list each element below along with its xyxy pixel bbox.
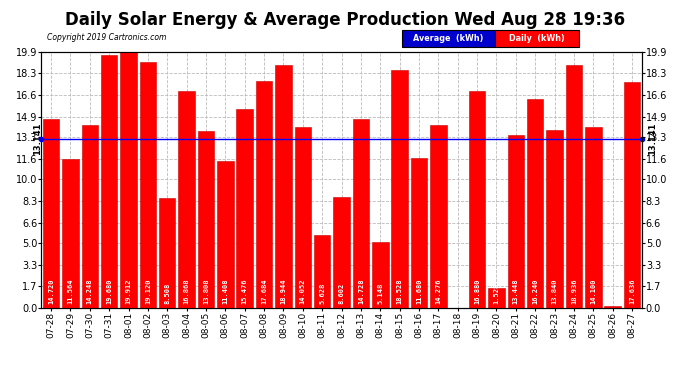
Bar [139, 63, 156, 308]
Bar [624, 81, 640, 308]
Bar [566, 65, 582, 308]
Text: Daily Solar Energy & Average Production Wed Aug 28 19:36: Daily Solar Energy & Average Production … [65, 11, 625, 29]
Bar [546, 130, 563, 308]
Text: 19.120: 19.120 [145, 278, 151, 304]
Text: 14.100: 14.100 [590, 278, 596, 304]
Text: 16.868: 16.868 [184, 278, 190, 304]
Bar [527, 99, 544, 308]
Bar [179, 92, 195, 308]
FancyBboxPatch shape [495, 30, 579, 47]
Bar [198, 130, 214, 308]
Bar [391, 70, 408, 308]
Text: 13.448: 13.448 [513, 278, 519, 304]
Text: Average  (kWh): Average (kWh) [413, 34, 483, 43]
Bar [120, 53, 137, 308]
Text: 11.680: 11.680 [416, 278, 422, 304]
Bar [411, 158, 427, 308]
Text: 13.141: 13.141 [33, 123, 42, 155]
Text: Copyright 2019 Cartronics.com: Copyright 2019 Cartronics.com [48, 33, 167, 42]
Bar [469, 91, 485, 308]
Text: 8.508: 8.508 [164, 282, 170, 304]
Text: 14.248: 14.248 [87, 278, 93, 304]
Bar [508, 135, 524, 308]
Text: 18.944: 18.944 [280, 278, 286, 304]
Bar [237, 109, 253, 307]
Text: 17.684: 17.684 [261, 278, 267, 304]
Bar [585, 127, 602, 308]
Text: 13.808: 13.808 [203, 278, 209, 304]
Text: 5.628: 5.628 [319, 282, 325, 304]
Text: 19.912: 19.912 [126, 278, 132, 304]
Text: 14.276: 14.276 [435, 278, 442, 304]
Bar [333, 197, 350, 308]
Text: 14.728: 14.728 [358, 278, 364, 304]
Bar [430, 124, 446, 308]
Text: 18.936: 18.936 [571, 278, 577, 304]
Bar [275, 65, 292, 308]
Bar [256, 81, 273, 308]
Text: 11.408: 11.408 [222, 278, 228, 304]
Bar [62, 159, 79, 308]
Bar [353, 119, 369, 308]
Text: 19.680: 19.680 [106, 278, 112, 304]
Bar [101, 56, 117, 308]
Text: 1.528: 1.528 [493, 282, 500, 304]
Text: 14.720: 14.720 [48, 278, 54, 304]
Text: 17.636: 17.636 [629, 278, 635, 304]
Text: Daily  (kWh): Daily (kWh) [509, 34, 564, 43]
Text: 18.528: 18.528 [397, 278, 403, 304]
Text: 11.564: 11.564 [68, 278, 73, 304]
Bar [81, 125, 98, 308]
Text: 5.148: 5.148 [377, 282, 383, 304]
Bar [314, 236, 331, 308]
Bar [217, 161, 234, 308]
Bar [372, 242, 388, 308]
Bar [159, 198, 175, 308]
Bar [489, 288, 504, 308]
Text: 13.840: 13.840 [551, 278, 558, 304]
Text: 13.141: 13.141 [648, 123, 657, 155]
Text: 16.240: 16.240 [532, 278, 538, 304]
Text: 16.880: 16.880 [474, 278, 480, 304]
Text: 14.052: 14.052 [300, 278, 306, 304]
FancyBboxPatch shape [402, 30, 495, 47]
Text: 15.476: 15.476 [241, 278, 248, 304]
Text: 8.602: 8.602 [339, 282, 344, 304]
Bar [43, 119, 59, 308]
Bar [295, 128, 311, 308]
Bar [604, 306, 621, 308]
